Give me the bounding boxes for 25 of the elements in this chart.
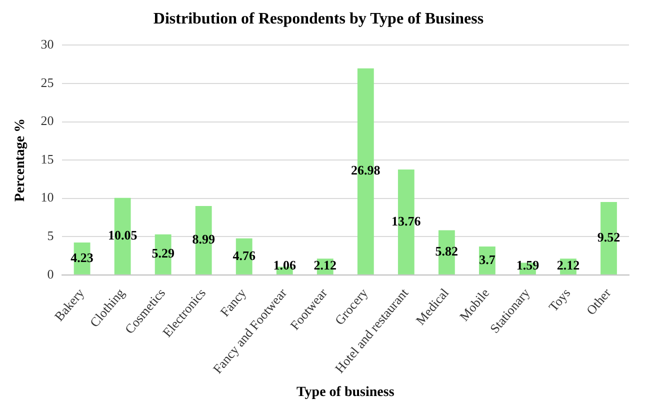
data-label: 3.7	[479, 252, 496, 267]
x-tick-label: Toys	[546, 285, 574, 314]
y-tick-label: 25	[40, 74, 54, 90]
y-axis-title: Percentage %	[13, 118, 28, 202]
y-tick-label: 0	[47, 266, 54, 282]
data-label: 2.12	[556, 258, 580, 273]
data-label: 9.52	[597, 230, 620, 245]
y-tick-label: 15	[40, 151, 54, 166]
data-label: 5.82	[435, 244, 458, 259]
data-label: 26.98	[351, 162, 381, 178]
chart-title: Distribution of Respondents by Type of Business	[153, 10, 484, 28]
x-axis-title: Type of business	[296, 385, 395, 400]
data-label: 1.06	[273, 258, 297, 273]
y-tick-label: 5	[47, 228, 54, 244]
y-tick-label: 10	[40, 190, 54, 205]
data-label: 8.99	[192, 232, 216, 247]
data-label: 10.05	[108, 228, 138, 243]
data-label: 13.76	[392, 213, 422, 228]
data-label: 5.29	[152, 246, 175, 261]
y-tick-label: 20	[40, 113, 54, 128]
data-label: 1.59	[516, 258, 540, 273]
data-label: 4.23	[70, 250, 94, 265]
y-tick-label: 30	[40, 36, 54, 52]
data-label: 4.76	[232, 248, 256, 263]
data-label: 2.12	[314, 258, 337, 273]
